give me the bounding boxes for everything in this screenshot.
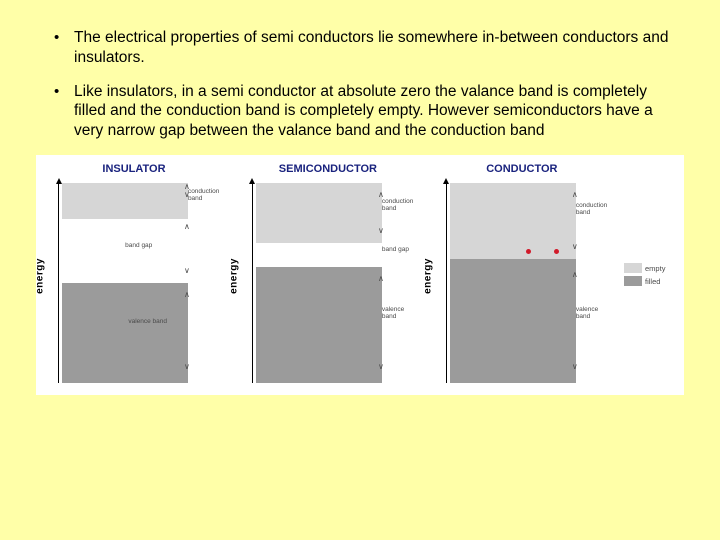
legend-swatch-empty xyxy=(624,263,642,273)
region-label: conduction band xyxy=(382,199,416,213)
panel-insulator: INSULATOR energy ∧∨ conduction band band… xyxy=(42,161,226,391)
panel-conductor: CONDUCTOR energy ∧ conduction band ∨ ∧ v… xyxy=(430,161,614,391)
legend: empty filled xyxy=(624,263,676,289)
y-axis xyxy=(58,183,59,383)
y-axis-label: energy xyxy=(422,258,433,294)
legend-item: filled xyxy=(624,276,676,286)
legend-label: filled xyxy=(645,277,660,286)
brace-icon: ∨ xyxy=(378,227,384,235)
legend-panel: empty filled xyxy=(624,161,678,391)
legend-item: empty xyxy=(624,263,676,273)
region-label: valence band xyxy=(128,319,167,326)
region-label: valence band xyxy=(382,307,416,321)
brace-icon: ∨ xyxy=(378,363,384,371)
brace-icon: ∨ xyxy=(184,267,190,275)
plot-area: ∧∨ conduction band band gap ∧ ∨ ∧ valenc… xyxy=(62,183,220,383)
brace-icon: ∨ xyxy=(572,363,578,371)
y-axis xyxy=(252,183,253,383)
band-diagram-figure: INSULATOR energy ∧ ∨ conduction band band… xyxy=(36,155,684,395)
bullet-item: Like insulators, in a semi conductor at … xyxy=(60,82,676,141)
brace-icon: ∧ xyxy=(572,271,578,279)
plot-area: ∧ conduction band ∨ band gap ∧ valence b… xyxy=(256,183,414,383)
panel-title: INSULATOR xyxy=(42,163,226,175)
panel-title: CONDUCTOR xyxy=(430,163,614,175)
panel-title: SEMICONDUCTOR xyxy=(236,163,420,175)
brace-icon: ∧ xyxy=(184,291,190,299)
region-label: conduction band xyxy=(576,203,610,217)
legend-label: empty xyxy=(645,264,665,273)
plot-area: ∧ conduction band ∨ ∧ valence band ∨ xyxy=(450,183,608,383)
bullet-item: The electrical properties of semi conduc… xyxy=(60,28,676,68)
y-axis-label: energy xyxy=(228,258,239,294)
panel-semiconductor: SEMICONDUCTOR energy ∧ conduction band ∨… xyxy=(236,161,420,391)
brace-icon: ∨ xyxy=(572,243,578,251)
brace-icon: ∨ xyxy=(184,363,190,371)
brace-icon: ∧ xyxy=(184,223,190,231)
y-axis xyxy=(446,183,447,383)
conduction-band xyxy=(450,183,576,259)
conduction-band xyxy=(256,183,382,243)
region-label: conduction band xyxy=(188,189,222,203)
electron-icon xyxy=(526,249,531,254)
brace-icon: ∧ xyxy=(572,191,578,199)
region-label: band gap xyxy=(382,247,416,254)
region-label: band gap xyxy=(125,243,152,250)
valence-band xyxy=(450,259,576,383)
region-label: valence band xyxy=(576,307,610,321)
legend-swatch-filled xyxy=(624,276,642,286)
valence-band xyxy=(62,283,188,383)
brace-icon: ∧ xyxy=(378,275,384,283)
y-axis-label: energy xyxy=(35,258,46,294)
slide: The electrical properties of semi conduc… xyxy=(0,0,720,540)
conduction-band xyxy=(62,183,188,219)
bullet-list: The electrical properties of semi conduc… xyxy=(36,28,684,141)
valence-band xyxy=(256,267,382,383)
